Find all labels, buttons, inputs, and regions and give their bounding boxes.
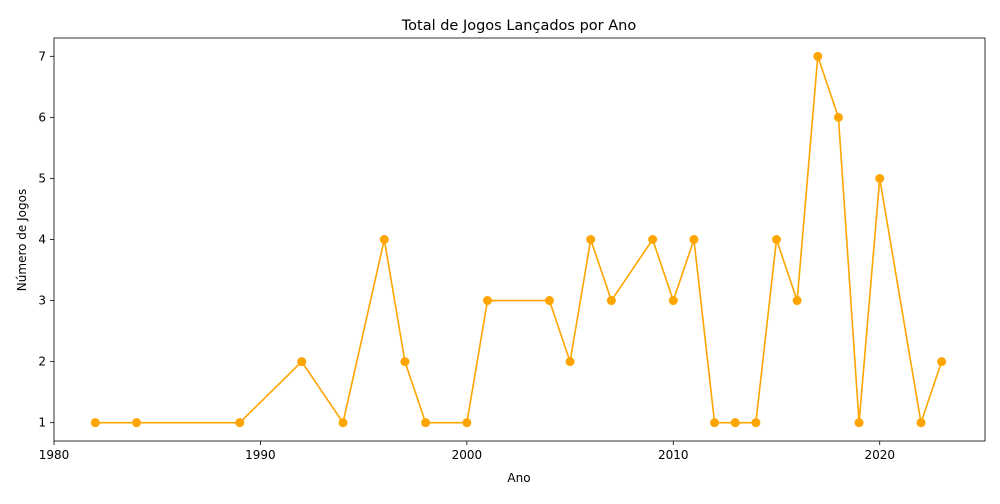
y-tick-label: 2 [38,355,46,369]
x-tick-label: 2010 [658,448,689,462]
data-point [400,357,410,367]
x-tick-label: 1980 [39,448,70,462]
series-line [95,55,943,424]
data-point [751,418,761,428]
data-point [772,235,782,244]
data-point [937,357,947,367]
data-point [235,418,245,428]
data-point [132,418,142,428]
y-tick-label: 1 [38,416,46,430]
plot-frame [53,37,986,442]
data-point [648,235,658,244]
x-tick-label: 2020 [864,448,895,462]
data-point [565,357,575,367]
data-point [792,296,802,306]
data-point [813,51,823,61]
data-point [544,296,554,306]
data-point [668,296,678,306]
chart-title: Total de Jogos Lançados por Ano [401,18,637,34]
data-point [297,357,307,367]
data-point [710,418,720,428]
x-axis-label: Ano [507,471,530,485]
data-point [338,418,348,428]
data-point [875,173,885,183]
data-point [833,112,843,122]
y-tick-label: 3 [38,294,46,308]
data-point [606,296,616,306]
data-point [730,418,740,428]
data-point [462,418,472,428]
y-tick-label: 4 [38,233,46,247]
y-tick-label: 6 [38,110,46,124]
x-tick-label: 2000 [452,448,483,462]
data-point [916,418,926,428]
data-point [90,418,100,428]
y-axis-label: Número de Jogos [15,189,29,291]
data-point [586,235,596,244]
data-point [854,418,864,428]
plot-area: 1980 1990 2000 2010 2020 1 2 3 4 5 6 7 [38,37,986,462]
x-tick-label: 1990 [245,448,276,462]
data-point [483,296,493,306]
data-point [379,235,389,244]
y-tick-label: 7 [38,49,46,63]
data-point [421,418,431,428]
data-point [689,235,699,244]
y-tick-label: 5 [38,171,46,185]
